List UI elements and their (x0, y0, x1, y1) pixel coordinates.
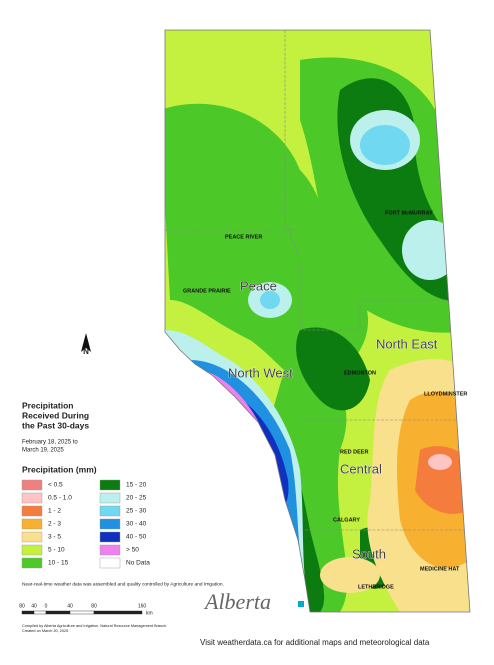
city-label: RED DEER (340, 449, 368, 455)
legend-label: 15 - 20 (126, 482, 147, 489)
footer: Visit weatherdata.ca for additional maps… (200, 638, 430, 647)
legend-swatch (99, 531, 121, 543)
date-block: February 18, 2025 to March 19, 2025 (22, 440, 78, 454)
scale-label: 80 (19, 603, 25, 609)
legend-label: 40 - 50 (126, 534, 147, 541)
region-label: Peace (240, 278, 277, 293)
region-label: North East (376, 336, 438, 351)
scale-segment (33, 610, 47, 615)
scale-segment (69, 610, 95, 615)
legend-swatch (21, 479, 43, 491)
title-line: the Past 30-days (22, 420, 89, 430)
legend-swatch (99, 479, 121, 491)
city-label: EDMONTON (344, 370, 376, 376)
legend-label: > 50 (126, 547, 139, 554)
region-label: Central (340, 461, 382, 476)
legend-swatch (99, 544, 121, 556)
city-label: CALGARY (333, 517, 360, 523)
legend-heading: Precipitation (mm) (22, 464, 97, 474)
legend-swatch (99, 505, 121, 517)
legend-swatch (21, 544, 43, 556)
legend-label: 5 - 10 (48, 547, 65, 554)
city-label: PEACE RIVER (225, 234, 262, 240)
legend-label: 1 - 2 (48, 508, 61, 515)
region-borders (165, 30, 470, 531)
scale-label: 0 (45, 603, 48, 609)
city-label: GRANDE PRAIRIE (183, 288, 231, 294)
logo: Alberta (203, 589, 271, 614)
legend-swatch (21, 492, 43, 504)
credit-line: Compiled by Alberta Agriculture and Irri… (22, 624, 167, 628)
legend-swatch (21, 505, 43, 517)
title-line: Precipitation (22, 400, 73, 410)
legend-label: < 0.5 (48, 482, 63, 489)
legend-swatch (21, 531, 43, 543)
date-line: March 19, 2025 (22, 448, 64, 454)
legend: < 0.5 0.5 - 1.0 1 - 2 2 - 3 3 - 5 5 - 10 10 - … (21, 479, 150, 569)
title-line: Received During (22, 410, 89, 420)
precipitation-map (165, 30, 470, 612)
region-label: South (352, 546, 386, 561)
legend-label: 0.5 - 1.0 (48, 495, 72, 502)
legend-swatch (99, 518, 121, 530)
city-label: LETHBRIDGE (358, 584, 394, 590)
scale-segment (45, 610, 71, 615)
legend-swatch (21, 557, 43, 569)
city-label: FORT McMURRAY (385, 210, 433, 216)
logo-mark (298, 601, 304, 607)
date-line: February 18, 2025 to (22, 440, 78, 446)
legend-label: No Data (126, 560, 150, 567)
province-outline (164, 29, 471, 613)
legend-swatch (99, 492, 121, 504)
credit-line: Created on March 20, 2025 (22, 629, 68, 633)
scale-segment (93, 610, 143, 615)
credit: Compiled by Alberta Agriculture and Irri… (22, 624, 167, 633)
city-label: LLOYDMINSTER (424, 391, 467, 397)
scale-unit: km (146, 610, 153, 616)
scale-label: 40 (67, 603, 73, 609)
north-label: N (83, 347, 89, 356)
north-arrow: N (81, 333, 91, 356)
scale-label: 80 (91, 603, 97, 609)
region-label: North West (228, 365, 293, 380)
legend-swatch (21, 518, 43, 530)
note: Near-real-time weather data was assemble… (22, 581, 224, 587)
city-label: MEDICINE HAT (420, 566, 460, 572)
legend-label: 20 - 25 (126, 495, 147, 502)
scale-label: 40 (31, 603, 37, 609)
legend-label: 10 - 15 (48, 560, 69, 567)
legend-label: 30 - 40 (126, 521, 147, 528)
legend-label: 25 - 30 (126, 508, 147, 515)
legend-label: 3 - 5 (48, 534, 61, 541)
scale-segment (21, 610, 35, 615)
scale-label: 160 (138, 603, 147, 609)
legend-swatch (99, 557, 121, 569)
legend-label: 2 - 3 (48, 521, 61, 528)
